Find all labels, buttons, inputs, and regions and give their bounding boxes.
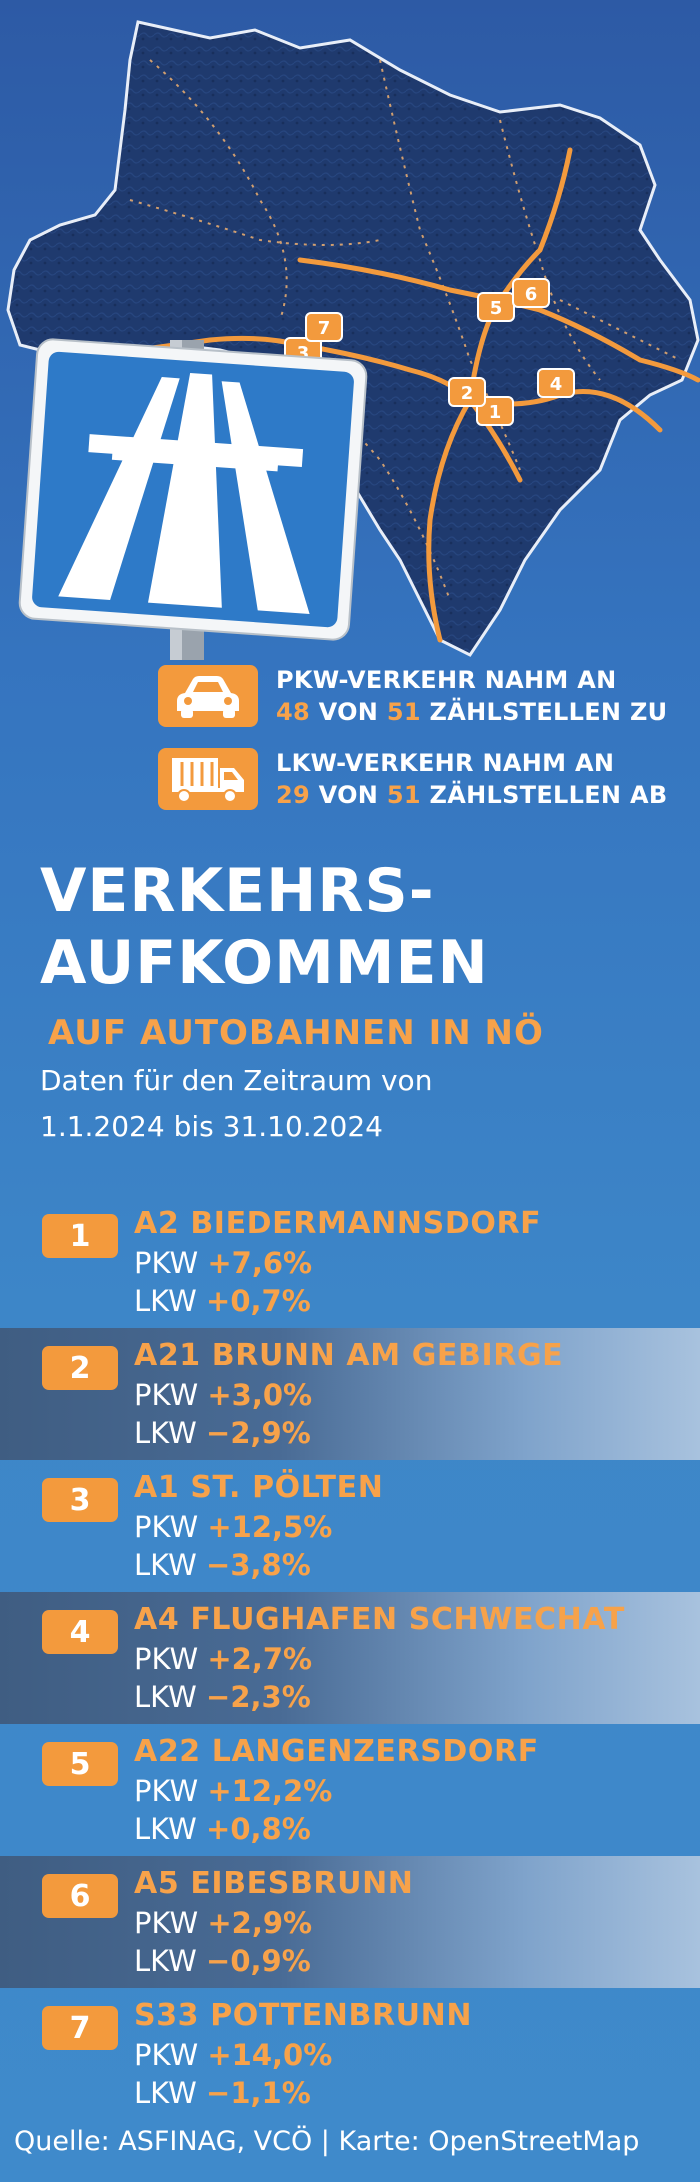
list-item: 4 A4 FLUGHAFEN SCHWECHAT PKW +2,7% LKW −… [0,1592,700,1724]
location-number-badge: 3 [42,1478,118,1522]
svg-text:4: 4 [550,374,563,395]
svg-text:1: 1 [489,402,502,423]
period-label: Daten für den Zeitraum von [40,1064,433,1097]
pkw-value: PKW +2,9% [134,1906,313,1940]
location-name: A22 LANGENZERSDORF [134,1734,539,1769]
svg-text:7: 7 [318,318,331,339]
location-number-badge: 1 [42,1214,118,1258]
stat-pkw-text: PKW-VERKEHR NAHM AN 48 VON 51 ZÄHLSTELLE… [276,666,668,726]
location-name: A1 ST. PÖLTEN [134,1470,384,1505]
lkw-value: LKW −2,3% [134,1680,311,1714]
list-item: 3 A1 ST. PÖLTEN PKW +12,5% LKW −3,8% [0,1460,700,1592]
map-marker-2: 2 [448,377,486,407]
list-item: 7 S33 POTTENBRUNN PKW +14,0% LKW −1,1% [0,1988,700,2120]
location-number-badge: 5 [42,1742,118,1786]
lkw-value: LKW −2,9% [134,1416,311,1450]
list-item: 5 A22 LANGENZERSDORF PKW +12,2% LKW +0,8… [0,1724,700,1856]
location-name: A2 BIEDERMANNSDORF [134,1206,542,1241]
lkw-value: LKW −0,9% [134,1944,311,1978]
map-marker-6: 6 [512,278,550,308]
car-icon [158,665,258,727]
map-marker-5: 5 [477,292,515,322]
svg-text:2: 2 [461,383,474,404]
title-block: VERKEHRS- AUFKOMMEN AUF AUTOBAHNEN IN NÖ… [40,855,544,1145]
location-name: S33 POTTENBRUNN [134,1998,473,2033]
svg-text:5: 5 [490,298,503,319]
location-list: 1 A2 BIEDERMANNSDORF PKW +7,6% LKW +0,7%… [0,1196,700,2120]
truck-icon [158,748,258,810]
location-number-badge: 4 [42,1610,118,1654]
location-number-badge: 6 [42,1874,118,1918]
location-number-badge: 2 [42,1346,118,1390]
pkw-value: PKW +14,0% [134,2038,333,2072]
stat-pkw: PKW-VERKEHR NAHM AN 48 VON 51 ZÄHLSTELLE… [158,661,688,731]
list-item: 2 A21 BRUNN AM GEBIRGE PKW +3,0% LKW −2,… [0,1328,700,1460]
pkw-value: PKW +7,6% [134,1246,313,1280]
location-name: A4 FLUGHAFEN SCHWECHAT [134,1602,625,1637]
map-of-lower-austria: 1 2 3 4 5 6 7 [0,0,700,660]
autobahn-sign-icon [18,338,368,660]
svg-text:6: 6 [525,284,538,305]
page-title-line2: AUFKOMMEN [40,928,489,998]
map-marker-7: 7 [305,312,343,342]
location-number-badge: 7 [42,2006,118,2050]
map-marker-4: 4 [537,368,575,398]
pkw-value: PKW +12,5% [134,1510,333,1544]
lkw-value: LKW +0,8% [134,1812,311,1846]
map-graphic: 1 2 3 4 5 6 7 [6,20,700,660]
list-item: 6 A5 EIBESBRUNN PKW +2,9% LKW −0,9% [0,1856,700,1988]
period-dates: 1.1.2024 bis 31.10.2024 [40,1110,383,1143]
stat-lkw: LKW-VERKEHR NAHM AN 29 VON 51 ZÄHLSTELLE… [158,744,688,814]
stat-lkw-text: LKW-VERKEHR NAHM AN 29 VON 51 ZÄHLSTELLE… [276,749,668,809]
region-shape [6,20,700,657]
lkw-value: LKW +0,7% [134,1284,311,1318]
map-marker-1: 1 [476,396,514,426]
pkw-value: PKW +12,2% [134,1774,333,1808]
location-name: A21 BRUNN AM GEBIRGE [134,1338,564,1373]
lkw-value: LKW −1,1% [134,2076,311,2110]
page-subtitle: AUF AUTOBAHNEN IN NÖ [48,1013,544,1053]
page-title-line1: VERKEHRS- [40,856,435,926]
lkw-value: LKW −3,8% [134,1548,311,1582]
pkw-value: PKW +2,7% [134,1642,313,1676]
location-name: A5 EIBESBRUNN [134,1866,414,1901]
source-footer: Quelle: ASFINAG, VCÖ | Karte: OpenStreet… [14,2126,640,2157]
list-item: 1 A2 BIEDERMANNSDORF PKW +7,6% LKW +0,7% [0,1196,700,1328]
pkw-value: PKW +3,0% [134,1378,313,1412]
